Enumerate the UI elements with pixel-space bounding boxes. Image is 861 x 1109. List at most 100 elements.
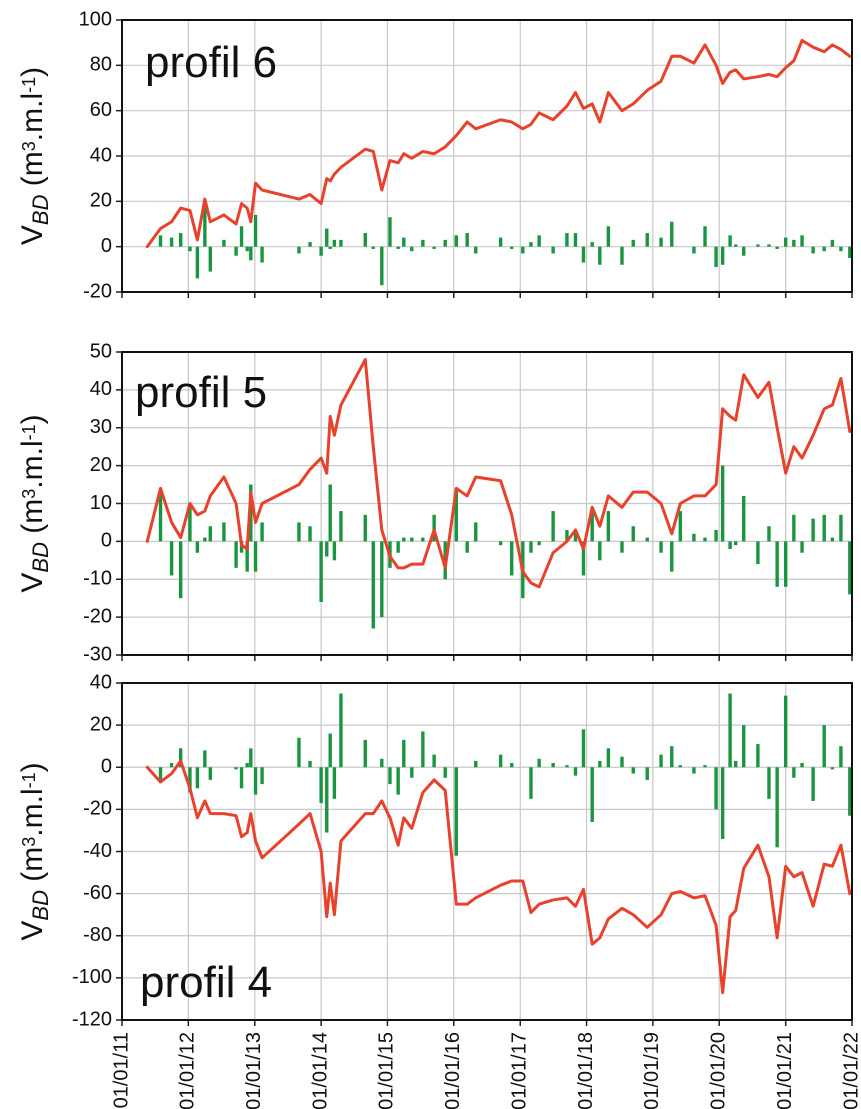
bar [253, 214, 258, 247]
bar [659, 541, 663, 553]
bar [839, 514, 843, 542]
bar [332, 541, 337, 561]
y-axis-label-part: V [16, 573, 49, 593]
x-tick-label: 01/01/15 [376, 1032, 398, 1109]
bar [800, 235, 804, 247]
bar [158, 488, 163, 542]
bar [529, 242, 533, 247]
bar [465, 233, 469, 247]
bar [537, 758, 541, 768]
y-axis-label-part: ) [16, 762, 49, 772]
bar [319, 246, 323, 256]
bar [714, 767, 718, 810]
bar [728, 235, 732, 247]
panel-label: profil 4 [140, 958, 272, 1007]
bar [195, 767, 200, 789]
bar [678, 765, 683, 768]
panel-label: profil 5 [135, 368, 267, 417]
y-axis-label-part: (m [16, 151, 49, 194]
y-tick-label: -20 [83, 605, 112, 627]
bar [432, 754, 436, 768]
x-tick-label: 01/01/17 [509, 1032, 531, 1109]
bar [692, 533, 696, 542]
bar [659, 754, 663, 768]
bar [767, 526, 771, 542]
bar [728, 693, 732, 768]
bar [830, 239, 835, 247]
y-tick-label: 20 [90, 713, 112, 735]
bar [260, 767, 264, 785]
y-axis-label: VBD (m3.m.l-1) [16, 414, 53, 592]
bar [598, 246, 602, 265]
bar [249, 748, 253, 768]
bar [234, 246, 238, 256]
y-tick-label: -40 [83, 840, 112, 862]
y-tick-label: -80 [83, 924, 112, 946]
bar [783, 541, 788, 587]
bar [848, 767, 852, 816]
bar [839, 246, 843, 252]
bar [800, 541, 804, 553]
bar [239, 541, 244, 553]
bar [537, 541, 541, 546]
line [145, 759, 852, 995]
bar [222, 239, 226, 247]
y-tick-label: -60 [83, 882, 112, 904]
bar [432, 246, 436, 249]
bar [670, 221, 674, 247]
bar [169, 763, 174, 768]
y-tick-label: -30 [83, 643, 112, 665]
y-tick-label: 10 [90, 492, 112, 514]
bar [208, 246, 212, 272]
bar [573, 530, 578, 542]
y-tick-label: 20 [90, 454, 112, 476]
bar [830, 767, 835, 770]
bar [714, 246, 718, 268]
y-axis-label-part: 3 [19, 489, 39, 499]
bar [319, 541, 323, 602]
y-tick-label: -120 [72, 1008, 112, 1030]
bar [421, 239, 425, 247]
bar [822, 725, 826, 768]
bar [308, 760, 312, 768]
x-tick-label: 01/01/21 [774, 1032, 796, 1109]
y-tick-label: 0 [101, 235, 112, 257]
bar [573, 767, 578, 776]
y-axis-label-part: (m [16, 847, 49, 890]
bar [551, 246, 555, 254]
x-tick-label: 01/01/12 [177, 1032, 199, 1109]
bar [325, 541, 329, 557]
bar [260, 522, 264, 542]
bar [380, 758, 384, 768]
bar [839, 746, 843, 768]
bar [245, 541, 249, 572]
bar [792, 239, 796, 247]
bar [402, 237, 406, 247]
bar [598, 541, 602, 561]
y-axis-label: VBD (m3.m.l-1) [16, 67, 53, 245]
y-tick-label: -20 [83, 798, 112, 820]
bar [178, 748, 183, 768]
bar [848, 246, 852, 258]
bar [188, 246, 192, 252]
bar [848, 541, 852, 595]
y-axis-label-part: 3 [19, 837, 39, 847]
bar [208, 767, 212, 780]
bar [670, 746, 674, 768]
x-tick-label: 01/01/16 [442, 1032, 464, 1109]
bar [775, 246, 779, 249]
y-axis-label-part: -1 [19, 77, 39, 93]
bar [510, 763, 514, 768]
bar [783, 237, 788, 247]
bar [590, 507, 594, 542]
bar [363, 233, 367, 247]
bar [734, 244, 738, 247]
bar [537, 235, 541, 247]
y-tick-label: -10 [83, 568, 112, 590]
y-axis-label-part: 3 [19, 141, 39, 151]
bar [606, 748, 611, 768]
bar [631, 239, 635, 247]
bar [792, 767, 796, 778]
bar [253, 767, 258, 795]
bar [775, 541, 779, 587]
